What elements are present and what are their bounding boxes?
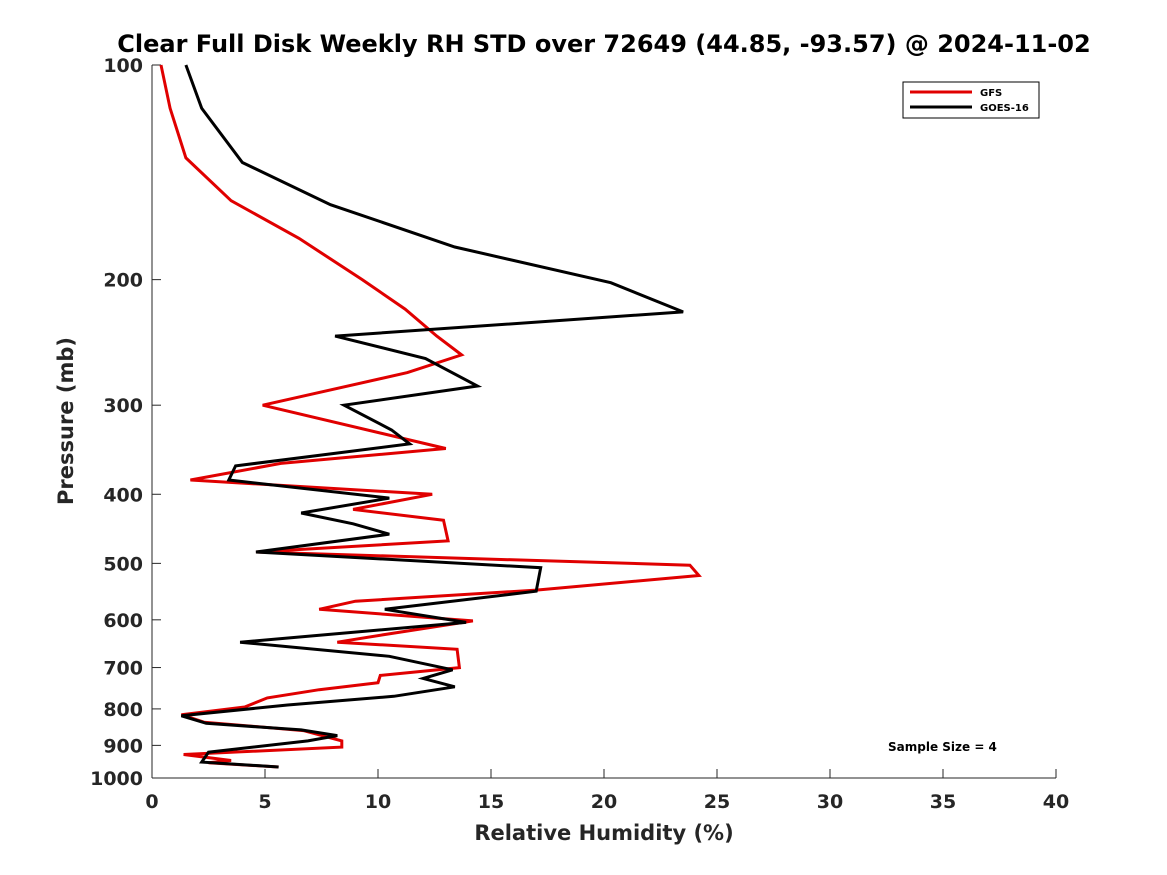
y-tick-label: 300 xyxy=(103,395,143,417)
series-line-goes16 xyxy=(180,64,684,769)
legend-box xyxy=(902,81,1040,119)
y-tick-label: 900 xyxy=(103,735,143,757)
sample-size-annotation: Sample Size = 4 xyxy=(888,740,997,754)
axes: 0 5 10 15 20 25 30 35 40 100 200 300 400 500 600 700 800… xyxy=(90,55,1069,813)
x-tick-label: 10 xyxy=(365,791,391,813)
y-tick-label: 200 xyxy=(103,270,143,292)
y-tick-label: 100 xyxy=(103,55,143,77)
y-tick-label: 800 xyxy=(103,699,143,721)
x-tick-label: 25 xyxy=(704,791,730,813)
series-layer xyxy=(159,64,702,769)
legend-label-goes16: GOES-16 xyxy=(980,103,1029,114)
legend-label-gfs: GFS xyxy=(980,88,1002,99)
y-tick-label: 500 xyxy=(103,553,143,575)
chart-title: Clear Full Disk Weekly RH STD over 72649… xyxy=(117,30,1090,58)
legend: GFS GOES-16 xyxy=(902,81,1040,119)
x-axis-label: Relative Humidity (%) xyxy=(474,821,733,845)
x-tick-label: 5 xyxy=(258,791,271,813)
y-tick-label: 700 xyxy=(103,658,143,680)
y-tick-label: 1000 xyxy=(90,768,143,790)
y-tick-label: 600 xyxy=(103,610,143,632)
y-tick-label: 400 xyxy=(103,484,143,506)
x-tick-label: 40 xyxy=(1043,791,1069,813)
x-tick-label: 15 xyxy=(478,791,504,813)
x-tick-label: 20 xyxy=(591,791,617,813)
x-tick-label: 0 xyxy=(145,791,158,813)
x-tick-label: 35 xyxy=(930,791,956,813)
y-axis-label: Pressure (mb) xyxy=(54,337,78,505)
series-line-gfs xyxy=(159,64,702,769)
x-tick-label: 30 xyxy=(817,791,843,813)
